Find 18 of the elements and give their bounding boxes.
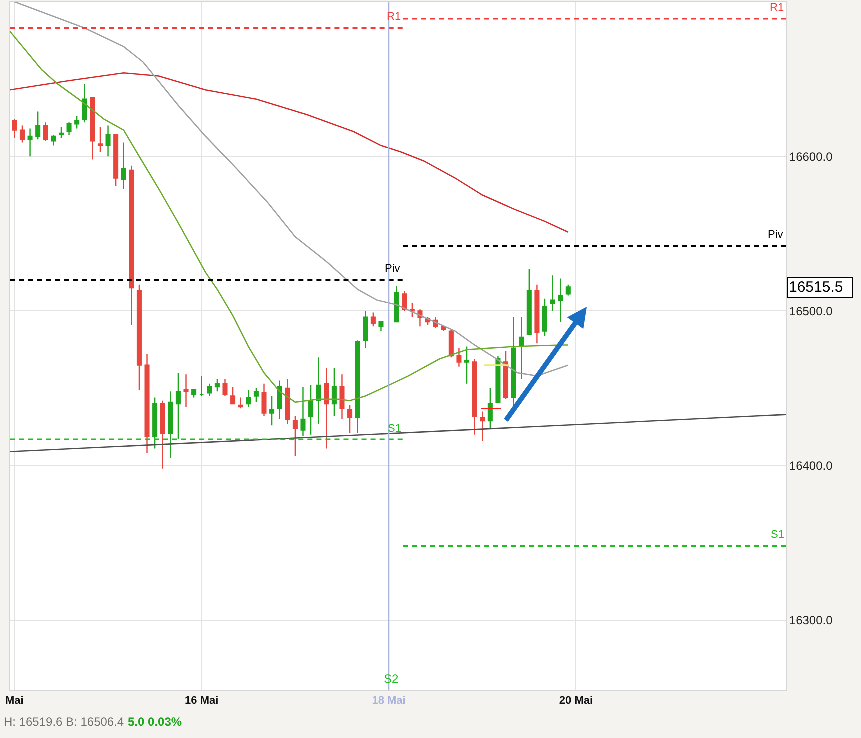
series-label: R1 xyxy=(770,2,784,14)
text: 5.0 0.03% xyxy=(128,715,182,729)
x-tick-label: 20 Mai xyxy=(559,695,594,708)
y-tick-label: 16300.0 xyxy=(789,614,834,628)
annotation: S2 xyxy=(384,672,400,686)
text: 16515.5 xyxy=(789,279,844,296)
y-tick-label: 16600.0 xyxy=(789,150,834,164)
series-label: Piv xyxy=(768,229,784,241)
series-label: S1 xyxy=(388,423,402,435)
x-tick-label: 18 Mai xyxy=(372,695,406,708)
x-tick-label: Mai xyxy=(6,695,24,708)
series-label: S1 xyxy=(771,529,784,541)
series-label: R1 xyxy=(387,11,402,23)
x-tick-label: 16 Mai xyxy=(185,695,219,708)
y-tick-label: 16500.0 xyxy=(789,304,834,318)
series-label: Piv xyxy=(385,263,401,275)
text: H: 16519.6 B: 16506.4 xyxy=(4,715,124,729)
y-tick-label: 16400.0 xyxy=(789,459,834,474)
